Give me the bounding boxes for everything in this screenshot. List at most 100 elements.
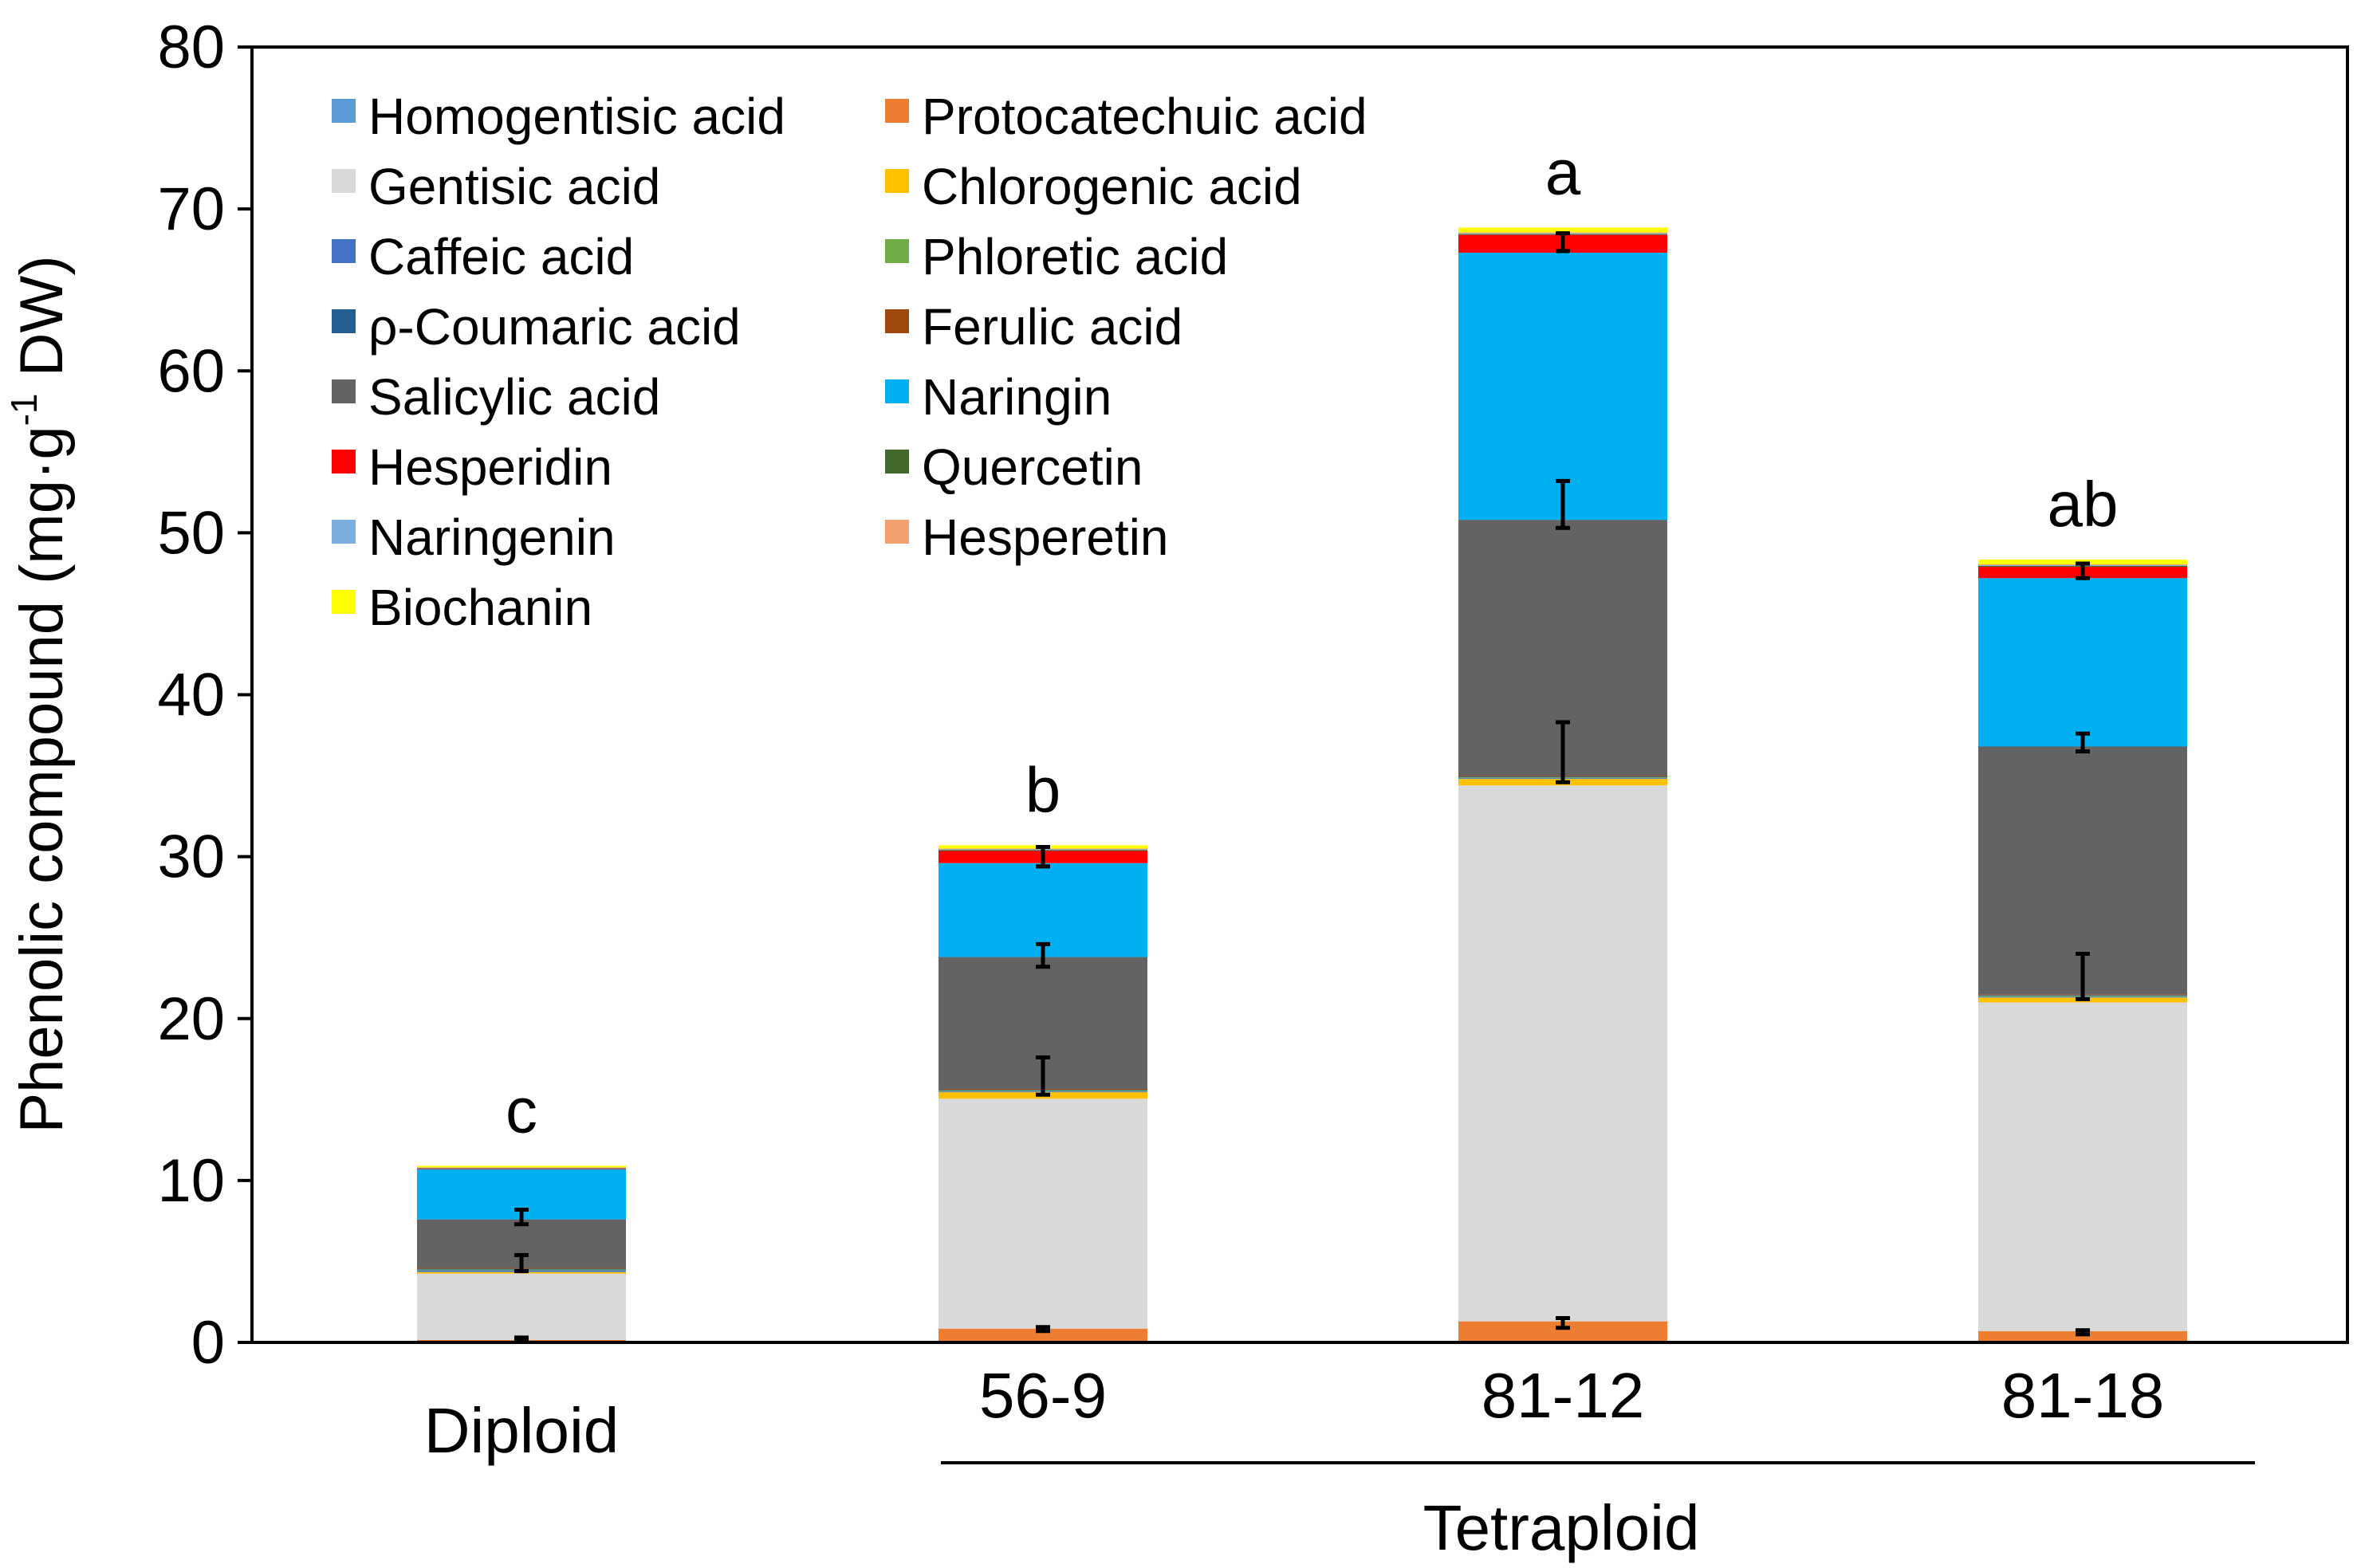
legend-item: Protocatechuic acid — [885, 88, 1367, 145]
bar-segment — [1978, 1002, 2187, 1331]
legend-label: Quercetin — [922, 438, 1143, 496]
legend-item: ρ-Coumaric acid — [332, 298, 741, 356]
error-bar — [2076, 561, 2090, 580]
y-tick-label: 30 — [157, 823, 225, 891]
error-bar — [1556, 1316, 1570, 1330]
bar-segment — [938, 1328, 1147, 1341]
tetraploid-group-label: Tetraploid — [1423, 1492, 1700, 1563]
legend-label: Ferulic acid — [922, 298, 1182, 356]
legend-label: Gentisic acid — [368, 158, 660, 215]
error-bar — [1556, 231, 1570, 253]
x-axis-labels: Diploid 56-9 81-12 81-18 — [424, 1360, 2165, 1466]
bar-segment — [417, 1273, 626, 1340]
legend-label: Naringin — [922, 368, 1112, 426]
legend-label: Phloretic acid — [922, 228, 1228, 285]
error-bar — [1036, 1055, 1050, 1097]
y-axis-label-end: DW) — [8, 255, 76, 393]
significance-letter: a — [1545, 136, 1581, 207]
bar-segment — [417, 1167, 626, 1169]
category-label: 81-12 — [1482, 1360, 1645, 1431]
error-bars-layer — [514, 231, 2090, 1343]
significance-letter: ab — [2048, 469, 2119, 540]
error-bar — [2076, 1328, 2090, 1337]
legend-swatch — [332, 239, 356, 263]
legend-item: Caffeic acid — [332, 228, 634, 285]
legend-label: Naringenin — [368, 509, 616, 566]
legend-label: Caffeic acid — [368, 228, 634, 285]
legend-swatch — [332, 169, 356, 193]
legend-item: Biochanin — [332, 579, 592, 636]
error-bar — [1036, 1325, 1050, 1334]
bar-segment — [938, 1098, 1147, 1329]
legend-label: Chlorogenic acid — [922, 158, 1302, 215]
error-bar — [2076, 952, 2090, 1001]
legend-label: Hesperetin — [922, 509, 1169, 566]
legend-swatch — [885, 99, 909, 123]
legend-swatch — [332, 309, 356, 333]
bar-segment — [417, 1167, 626, 1168]
legend-swatch — [332, 520, 356, 544]
y-tick-label: 10 — [157, 1147, 225, 1215]
bar-segment — [1978, 578, 2187, 747]
y-tick-label: 70 — [157, 175, 225, 243]
y-tick-label: 60 — [157, 337, 225, 405]
legend-label: Salicylic acid — [368, 368, 660, 426]
legend-swatch — [885, 309, 909, 333]
bar-segment — [417, 1165, 626, 1168]
error-bar — [1556, 720, 1570, 784]
y-axis: 0 10 20 30 40 50 60 70 80 — [157, 14, 252, 1377]
y-axis-label: Phenolic compound (mg·g-1 DW) — [3, 255, 76, 1133]
legend-swatch — [885, 520, 909, 544]
legend-item: Ferulic acid — [885, 298, 1182, 356]
bar-segment — [1458, 785, 1667, 1322]
legend-item: Chlorogenic acid — [885, 158, 1302, 215]
y-tick-label: 80 — [157, 14, 225, 81]
legend-item: Hesperetin — [885, 509, 1169, 566]
legend-item: Hesperidin — [332, 438, 612, 496]
error-bar — [514, 1207, 529, 1227]
legend-label: Homogentisic acid — [368, 88, 785, 145]
category-label: Diploid — [424, 1395, 620, 1466]
bar-segment — [417, 1168, 626, 1169]
error-bar — [1556, 478, 1570, 530]
significance-letter: b — [1025, 754, 1061, 825]
legend-label: Hesperidin — [368, 438, 612, 496]
legend-swatch — [332, 450, 356, 474]
legend-swatch — [332, 99, 356, 123]
y-tick-label: 40 — [157, 662, 225, 729]
y-tick-label: 0 — [191, 1309, 225, 1377]
legend-swatch — [885, 239, 909, 263]
significance-letter: c — [506, 1075, 537, 1146]
bars-layer — [417, 227, 2187, 1342]
bar-segment — [1458, 227, 1667, 233]
legend: Homogentisic acid Protocatechuic acid Gent… — [332, 88, 1367, 636]
legend-item: Naringenin — [332, 509, 616, 566]
legend-item: Homogentisic acid — [332, 88, 785, 145]
legend-swatch — [885, 450, 909, 474]
legend-label: Protocatechuic acid — [922, 88, 1367, 145]
legend-item: Salicylic acid — [332, 368, 660, 426]
legend-swatch — [885, 379, 909, 403]
bar-segment — [1458, 252, 1667, 521]
error-bar — [1036, 941, 1050, 969]
legend-label: Biochanin — [368, 579, 592, 636]
legend-swatch — [332, 590, 356, 614]
bar-segment — [938, 863, 1147, 957]
legend-label: ρ-Coumaric acid — [368, 298, 741, 356]
legend-item: Gentisic acid — [332, 158, 660, 215]
legend-item: Phloretic acid — [885, 228, 1228, 285]
error-bar — [1036, 844, 1050, 869]
significance-letters: c b a ab — [506, 136, 2118, 1146]
category-label: 56-9 — [979, 1360, 1107, 1431]
error-bar — [514, 1252, 529, 1274]
error-bar — [2076, 731, 2090, 754]
legend-item: Naringin — [885, 368, 1112, 426]
y-axis-label-superscript: -1 — [3, 394, 45, 426]
legend-swatch — [885, 169, 909, 193]
legend-swatch — [332, 379, 356, 403]
y-axis-label-main: Phenolic compound (mg·g — [8, 426, 76, 1133]
category-label: 81-18 — [2001, 1360, 2165, 1431]
legend-item: Quercetin — [885, 438, 1143, 496]
y-tick-label: 50 — [157, 499, 225, 567]
